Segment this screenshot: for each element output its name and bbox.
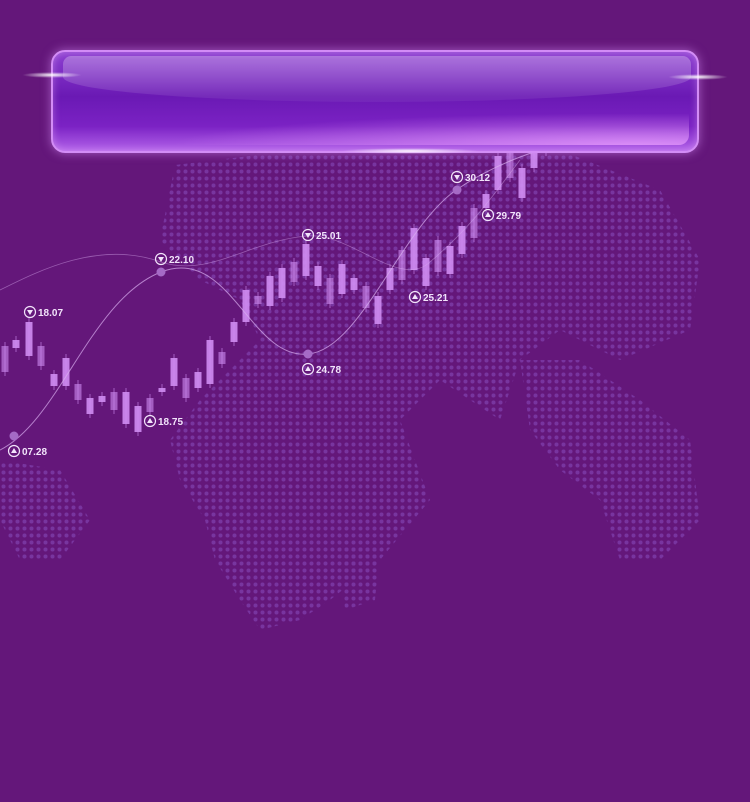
arrow-up-glyph-icon (485, 212, 491, 217)
arrow-up-icon (7, 444, 21, 458)
arrow-down-glyph-icon (454, 175, 460, 180)
annotation-value: 29.79 (496, 211, 521, 222)
annotation-value: 25.01 (316, 231, 341, 242)
title-banner (51, 50, 699, 153)
candlestick-series (1, 114, 574, 436)
arrow-down-icon (23, 305, 37, 319)
arrow-up-icon (481, 208, 495, 222)
annotation-value: 18.07 (38, 308, 63, 319)
arrow-up-icon (408, 290, 422, 304)
annotation-up: 29.79 (481, 208, 521, 222)
annotation-value: 07.28 (22, 447, 47, 458)
arrow-up-icon (301, 362, 315, 376)
sparkle-right (668, 74, 728, 80)
arrow-up-icon (143, 414, 157, 428)
annotation-value: 22.10 (169, 255, 194, 266)
world-map-dots (0, 140, 700, 630)
trend-point (156, 267, 166, 277)
annotation-up: 07.28 (7, 431, 47, 458)
arrow-up-glyph-icon (305, 366, 311, 371)
sparkle-bottom (340, 148, 480, 154)
arrow-down-icon (450, 170, 464, 184)
sparkle-left (22, 72, 82, 78)
annotation-down: 18.07 (23, 305, 63, 319)
annotation-down: 22.10 (154, 252, 194, 277)
annotation-down: 25.01 (301, 228, 341, 242)
arrow-up-glyph-icon (11, 448, 17, 453)
annotation-down: 30.12 (450, 170, 490, 195)
arrow-down-icon (154, 252, 168, 266)
annotation-labels: 18.07 07.28 22.10 18.75 25.01 24.78 25.21 30.12… (7, 170, 521, 458)
annotation-value: 30.12 (465, 173, 490, 184)
trend-point (452, 185, 462, 195)
annotation-up: 24.78 (301, 349, 341, 376)
annotation-up: 18.75 (143, 414, 183, 428)
arrow-down-icon (301, 228, 315, 242)
trend-point (303, 349, 313, 359)
annotation-value: 24.78 (316, 365, 341, 376)
arrow-up-glyph-icon (147, 418, 153, 423)
arrow-down-glyph-icon (27, 310, 33, 315)
trend-point (9, 431, 19, 441)
banner-glow (169, 113, 689, 145)
annotation-up: 25.21 (408, 290, 448, 304)
arrow-down-glyph-icon (158, 257, 164, 262)
trend-line (0, 129, 601, 451)
banner-gloss (63, 56, 691, 102)
annotation-value: 18.75 (158, 417, 183, 428)
arrow-down-glyph-icon (305, 233, 311, 238)
arrow-up-glyph-icon (412, 294, 418, 299)
annotation-value: 25.21 (423, 293, 448, 304)
